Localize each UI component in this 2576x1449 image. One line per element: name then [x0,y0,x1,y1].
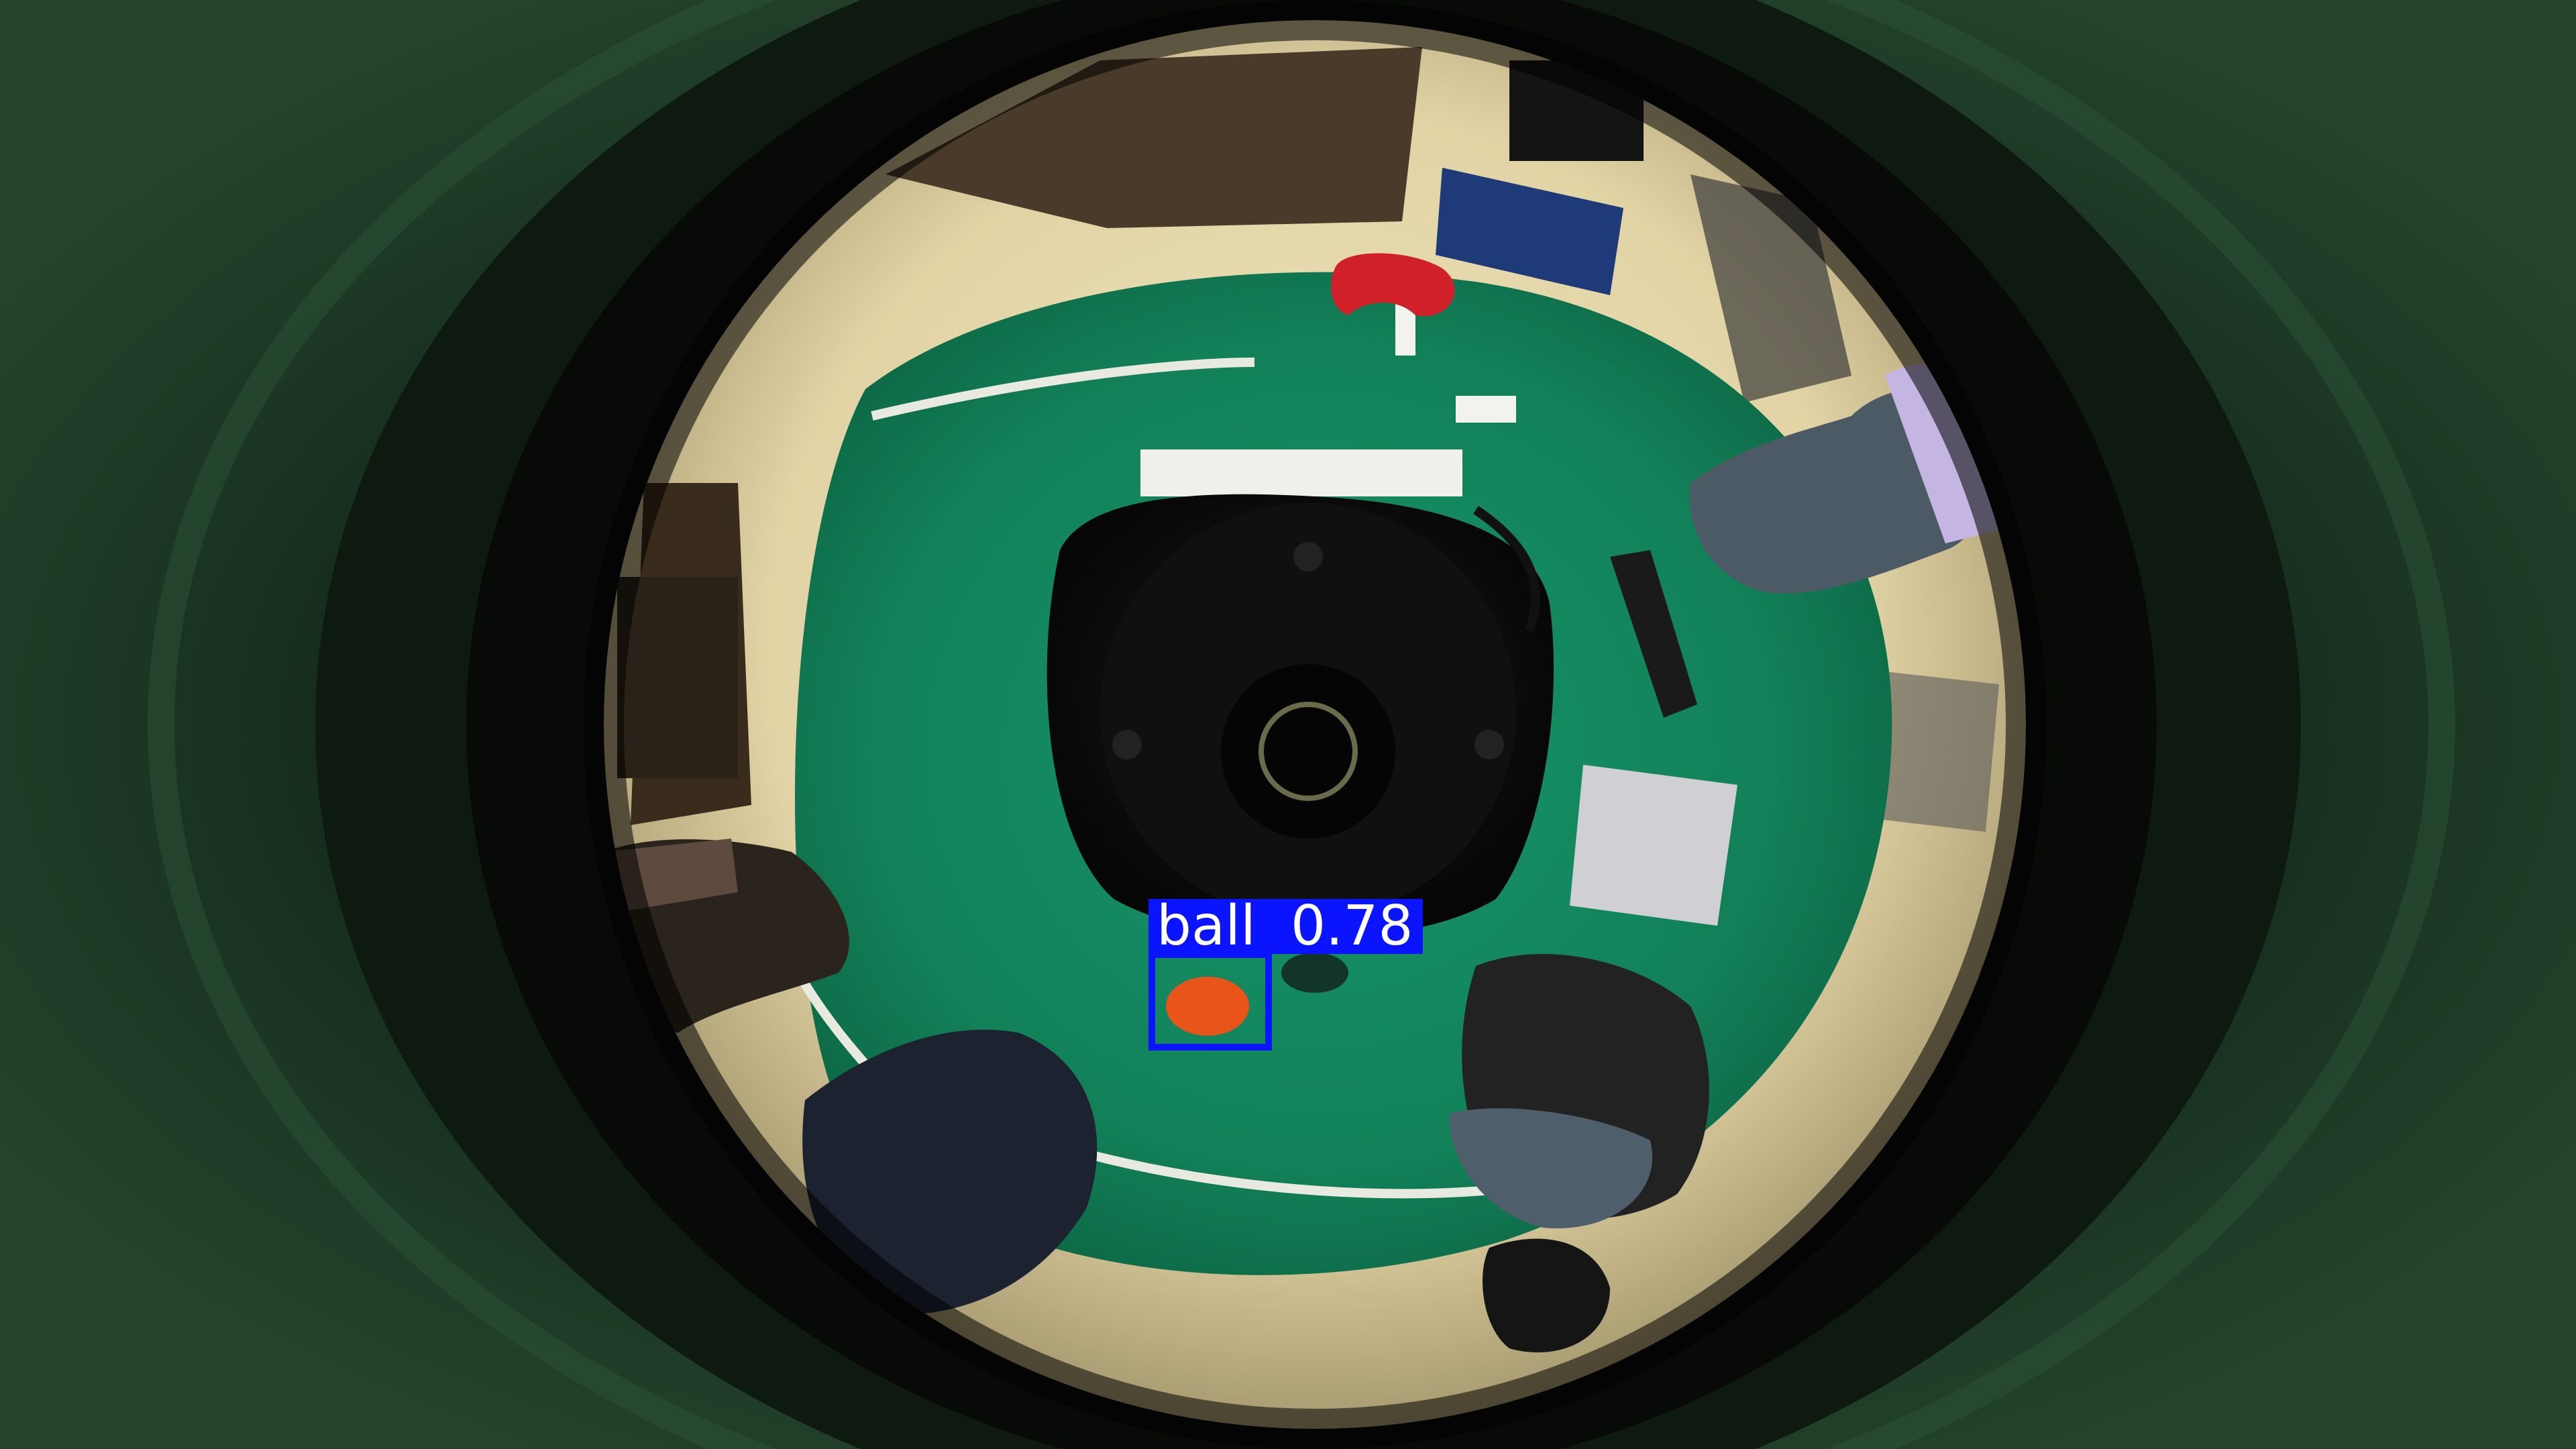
table-top-right [1436,168,1623,295]
person-bottom-left [802,1029,1097,1315]
robot-front-panel [1140,449,1462,496]
robot-hub-ring [1258,702,1358,801]
red-cushion [1331,253,1455,317]
ball-detection-label: ball 0.78 [1148,899,1423,954]
robot-bolt-top [1293,542,1323,572]
person-bottom-center [1483,1238,1610,1352]
field-line-bottom [1085,1149,1517,1199]
robot-bolt-right [1474,730,1504,759]
ball-detection-box [1148,951,1272,1051]
field-marker-mid [1456,396,1516,423]
box-right [1872,671,1999,832]
housing-rim-highlight [148,0,2455,1449]
ball [1166,977,1249,1036]
robot-bolt-left [1112,730,1142,759]
shelf-top [885,47,1422,228]
cabinet-left [617,577,738,778]
field-line-top [871,358,1255,421]
person-bottom-right-shirt [1449,1108,1653,1229]
keyboard-right [1610,550,1697,718]
laptop-right [1570,765,1737,926]
robot-center-hub [1221,664,1395,839]
ball-shadow [1281,953,1348,993]
robot-cable [1473,506,1540,633]
lens-edge-shadow [584,0,2046,1449]
mirror-view [604,20,2026,1429]
